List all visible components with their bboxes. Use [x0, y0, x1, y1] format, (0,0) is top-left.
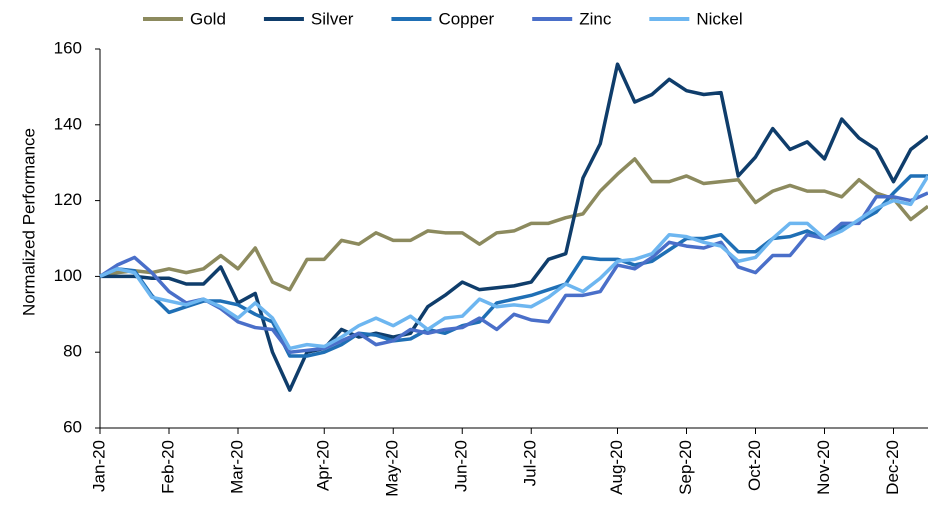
series-line	[99, 157, 928, 292]
series-line	[100, 62, 928, 392]
x-tick-label: Jul-20	[521, 440, 540, 486]
y-tick-label: 120	[54, 190, 82, 209]
x-tick-label: Jun-20	[452, 440, 471, 492]
x-tick-label: Nov-20	[814, 440, 833, 495]
legend-label: Zinc	[579, 9, 612, 28]
x-tick-label: Dec-20	[883, 440, 902, 495]
y-tick-label: 100	[54, 266, 82, 285]
x-tick-label: Oct-20	[745, 440, 764, 491]
x-tick-label: May-20	[383, 440, 402, 497]
legend-label: Silver	[311, 9, 354, 28]
x-tick-label: Aug-20	[607, 440, 626, 495]
legend-label: Nickel	[696, 9, 742, 28]
series-line	[99, 174, 928, 358]
legend-label: Gold	[190, 9, 226, 28]
y-tick-label: 60	[63, 417, 82, 436]
x-tick-label: Jan-20	[89, 440, 108, 492]
x-tick-label: Feb-20	[158, 440, 177, 494]
y-tick-label: 80	[63, 342, 82, 361]
x-tick-label: Mar-20	[227, 440, 246, 494]
x-tick-label: Sep-20	[676, 440, 695, 495]
series-line	[99, 175, 928, 351]
legend-label: Copper	[438, 9, 494, 28]
x-tick-label: Apr-20	[314, 440, 333, 491]
series-line	[99, 191, 928, 354]
y-axis-label: Normalized Performance	[19, 128, 38, 316]
y-tick-label: 160	[54, 38, 82, 57]
y-tick-label: 140	[54, 114, 82, 133]
